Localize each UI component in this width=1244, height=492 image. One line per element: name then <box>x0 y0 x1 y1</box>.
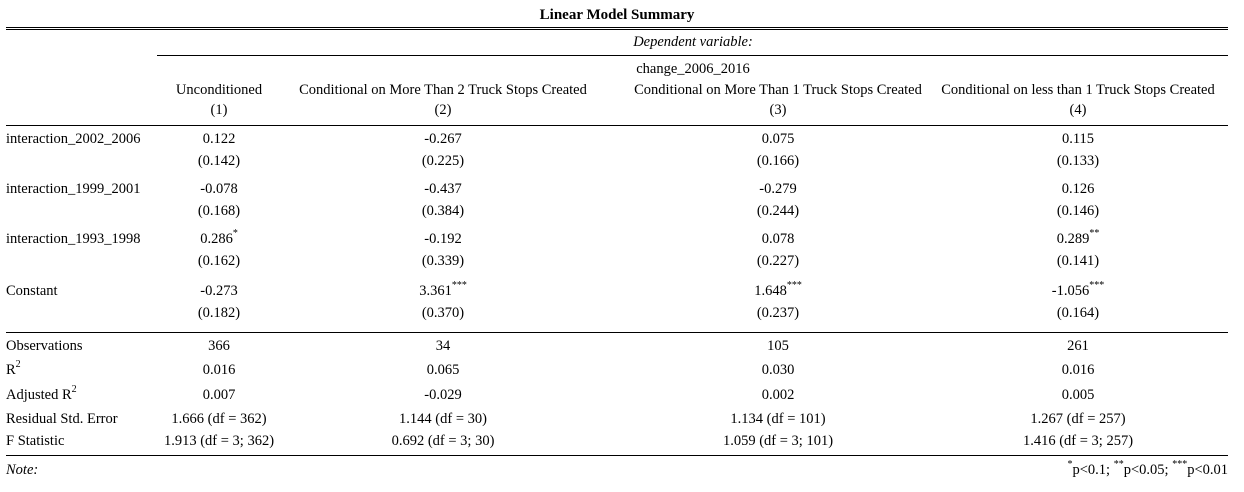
coefficient-estimate: 0.286* <box>200 228 238 247</box>
standard-error: (0.142) <box>197 153 241 169</box>
coefficient-estimate: 0.115 <box>1061 131 1095 147</box>
coefficient-estimate: -0.279 <box>759 181 797 197</box>
statistic-value: 1.267 (df = 257) <box>1030 411 1126 427</box>
note-label: Note: <box>6 462 39 478</box>
statistic-value: -0.029 <box>424 387 462 403</box>
coefficient-name: Constant <box>6 283 58 299</box>
standard-error: (0.164) <box>1056 305 1100 321</box>
statistic-label: Observations <box>6 338 83 354</box>
statistic-label: Adjusted R2 <box>6 384 77 403</box>
statistic-value: 1.913 (df = 3; 362) <box>163 433 275 449</box>
header-rule <box>6 125 1228 126</box>
standard-error: (0.133) <box>1056 153 1100 169</box>
significance-legend: *p<0.1; **p<0.05; ***p<0.01 <box>1067 459 1229 478</box>
coefficient-estimate: -1.056*** <box>1051 280 1105 299</box>
statistic-value: 366 <box>208 338 230 354</box>
standard-error: (0.384) <box>421 203 465 219</box>
coefficient-estimate: 1.648*** <box>754 280 802 299</box>
standard-error: (0.168) <box>197 203 241 219</box>
column-header-name: Conditional on More Than 1 Truck Stops C… <box>634 82 922 98</box>
coefficient-name: interaction_1999_2001 <box>6 181 141 197</box>
standard-error: (0.225) <box>421 153 465 169</box>
column-header-number: (3) <box>769 102 787 118</box>
standard-error: (0.370) <box>421 305 465 321</box>
coefficient-estimate: 0.126 <box>1061 181 1095 197</box>
column-header-name: Conditional on less than 1 Truck Stops C… <box>941 82 1215 98</box>
standard-error: (0.339) <box>421 253 465 269</box>
statistic-value: 0.692 (df = 3; 30) <box>391 433 495 449</box>
column-header-name: Conditional on More Than 2 Truck Stops C… <box>299 82 587 98</box>
stats-rule <box>6 332 1228 333</box>
coefficient-estimate: 0.078 <box>761 231 795 247</box>
coefficient-name: interaction_2002_2006 <box>6 131 141 147</box>
statistic-value: 1.144 (df = 30) <box>399 411 487 427</box>
dependent-variable-name: change_2006_2016 <box>636 61 750 77</box>
standard-error: (0.146) <box>1056 203 1100 219</box>
standard-error: (0.227) <box>756 253 800 269</box>
statistic-value: 0.030 <box>761 362 795 378</box>
statistic-value: 1.416 (df = 3; 257) <box>1022 433 1134 449</box>
dependent-variable-label: Dependent variable: <box>633 34 753 50</box>
coefficient-estimate: -0.078 <box>200 181 238 197</box>
statistic-value: 0.005 <box>1061 387 1095 403</box>
column-header-number: (1) <box>210 102 228 118</box>
standard-error: (0.237) <box>756 305 800 321</box>
coefficient-estimate: -0.273 <box>200 283 238 299</box>
column-header-name: Unconditioned <box>175 82 263 98</box>
standard-error: (0.244) <box>756 203 800 219</box>
coefficient-estimate: -0.267 <box>424 131 462 147</box>
top-rule <box>6 27 1228 28</box>
statistic-value: 0.007 <box>202 387 236 403</box>
statistic-value: 1.134 (df = 101) <box>730 411 826 427</box>
statistic-value: 1.059 (df = 3; 101) <box>722 433 834 449</box>
standard-error: (0.182) <box>197 305 241 321</box>
coefficient-name: interaction_1993_1998 <box>6 231 141 247</box>
significance-stars: *** <box>786 280 802 292</box>
column-header-number: (4) <box>1069 102 1087 118</box>
statistic-value: 0.002 <box>761 387 795 403</box>
standard-error: (0.166) <box>756 153 800 169</box>
top-rule-double <box>6 29 1228 30</box>
coefficient-estimate: 0.289** <box>1056 228 1100 247</box>
statistic-value: 1.666 (df = 362) <box>171 411 267 427</box>
standard-error: (0.162) <box>197 253 241 269</box>
statistic-label: R2 <box>6 359 21 378</box>
coefficient-estimate: -0.192 <box>424 231 462 247</box>
coefficient-estimate: 0.122 <box>202 131 236 147</box>
statistic-value: 34 <box>435 338 451 354</box>
statistic-value: 0.016 <box>202 362 236 378</box>
statistic-value: 0.016 <box>1061 362 1095 378</box>
statistic-label: Residual Std. Error <box>6 411 118 427</box>
column-header-number: (2) <box>434 102 452 118</box>
statistic-value: 0.065 <box>426 362 460 378</box>
statistic-value: 261 <box>1067 338 1089 354</box>
coefficient-estimate: 3.361*** <box>419 280 467 299</box>
significance-stars: ** <box>1089 228 1100 240</box>
significance-stars: * <box>232 228 238 240</box>
significance-stars: *** <box>1089 280 1105 292</box>
statistic-value: 105 <box>767 338 789 354</box>
table-title: Linear Model Summary <box>539 7 695 23</box>
significance-stars: *** <box>451 280 467 292</box>
standard-error: (0.141) <box>1056 253 1100 269</box>
dependent-rule <box>157 55 1228 56</box>
coefficient-estimate: 0.075 <box>761 131 795 147</box>
coefficient-estimate: -0.437 <box>424 181 462 197</box>
statistic-label: F Statistic <box>6 433 65 449</box>
bottom-rule <box>6 455 1228 456</box>
